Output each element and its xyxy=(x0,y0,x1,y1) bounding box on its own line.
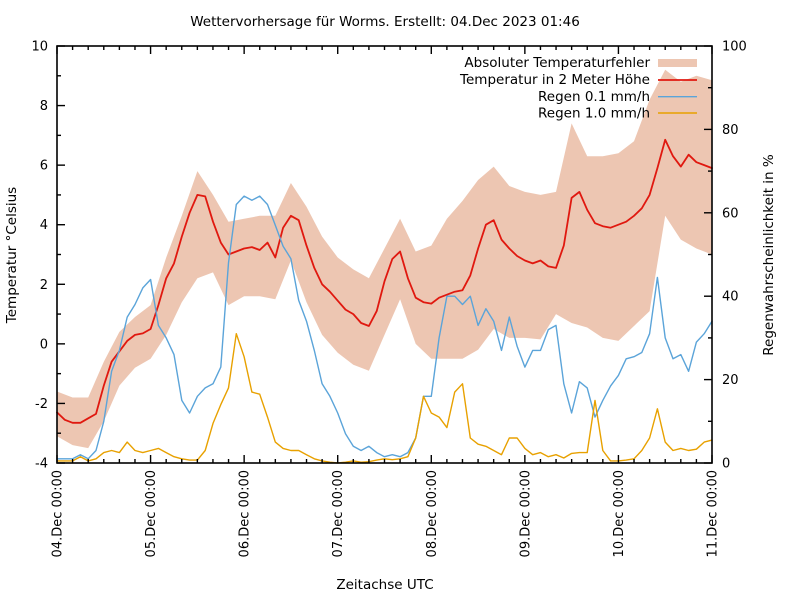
plot-frame-and-ticks xyxy=(56,45,713,464)
y-left-tick-label: 8 xyxy=(40,99,48,114)
tick-labels: 04.Dec 00:00 05.Dec 00:00 06.Dec 00:00 07.D… xyxy=(31,40,746,558)
y-left-tick-label: 10 xyxy=(31,40,48,55)
y-axis-right-label: Regenwahrscheinlichkeit in % xyxy=(761,154,777,356)
legend-item-temperature: Temperatur in 2 Meter Höhe xyxy=(459,72,697,88)
y-right-tick-label: 20 xyxy=(722,373,739,388)
y-right-tick-label: 100 xyxy=(722,40,747,55)
legend-label-rain10: Regen 1.0 mm/h xyxy=(538,106,650,122)
legend-label-temperature: Temperatur in 2 Meter Höhe xyxy=(459,72,650,88)
legend-item-rain10: Regen 1.0 mm/h xyxy=(538,106,697,122)
chart-title: Wettervorhersage für Worms. Erstellt: 04… xyxy=(190,14,580,30)
rain10-line xyxy=(56,333,713,464)
legend-item-rain01: Regen 0.1 mm/h xyxy=(538,89,697,105)
x-tick-label: 07.Dec 00:00 xyxy=(331,470,346,557)
x-tick-label: 04.Dec 00:00 xyxy=(51,470,66,557)
y-left-tick-label: 6 xyxy=(40,159,48,174)
y-right-tick-label: 0 xyxy=(722,457,730,472)
legend-item-error-band: Absoluter Temperaturfehler xyxy=(464,55,697,71)
legend-label-error-band: Absoluter Temperaturfehler xyxy=(464,55,650,71)
x-tick-label: 09.Dec 00:00 xyxy=(518,470,533,557)
error-band-swatch xyxy=(658,59,697,67)
y-left-tick-label: -4 xyxy=(35,457,48,472)
y-left-tick-label: 0 xyxy=(40,337,48,352)
y-right-tick-label: 40 xyxy=(722,290,739,305)
temperature-error-band xyxy=(57,69,712,449)
x-tick-label: 05.Dec 00:00 xyxy=(144,470,159,557)
data-curves xyxy=(56,138,713,464)
rain01-line xyxy=(56,195,713,460)
y-right-tick-label: 80 xyxy=(722,123,739,138)
y-left-tick-label: 4 xyxy=(40,218,48,233)
x-tick-label: 08.Dec 00:00 xyxy=(425,470,440,557)
x-tick-label: 11.Dec 00:00 xyxy=(706,470,721,557)
y-axis-left-label: Temperatur °Celsius xyxy=(4,187,20,324)
y-left-tick-label: 2 xyxy=(40,278,48,293)
x-tick-label: 06.Dec 00:00 xyxy=(238,470,253,557)
temperature-line xyxy=(56,138,713,424)
legend-label-rain01: Regen 0.1 mm/h xyxy=(538,89,650,105)
error-band-area xyxy=(57,69,712,449)
legend: Absoluter Temperaturfehler Temperatur in… xyxy=(459,55,697,122)
x-axis-label: Zeitachse UTC xyxy=(336,577,433,593)
y-left-tick-label: -2 xyxy=(35,397,48,412)
x-tick-label: 10.Dec 00:00 xyxy=(612,470,627,557)
y-right-tick-label: 60 xyxy=(722,206,739,221)
